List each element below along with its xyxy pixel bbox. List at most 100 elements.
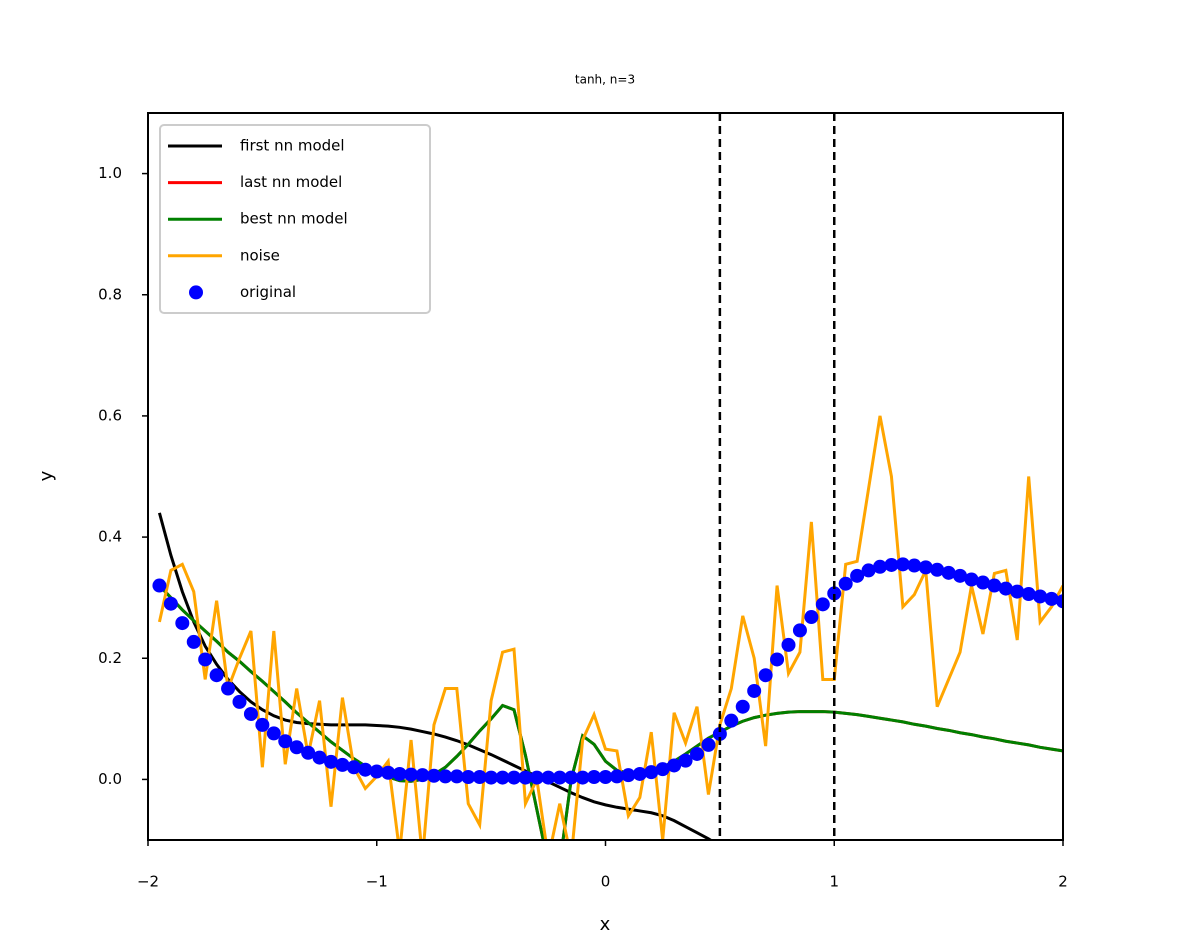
x-tick-label: 0 <box>601 873 611 891</box>
y-tick-label: 0.2 <box>98 649 122 667</box>
chart-title: tanh, n=3 <box>575 73 635 87</box>
data-point <box>907 558 922 573</box>
data-point <box>609 769 624 784</box>
data-point <box>667 758 682 773</box>
data-point <box>884 557 899 572</box>
series-line <box>157 512 714 840</box>
x-tick-label: −2 <box>137 873 159 891</box>
data-point <box>449 769 464 784</box>
data-point <box>438 769 453 784</box>
legend-label: original <box>240 283 296 301</box>
data-point <box>804 610 819 625</box>
data-point <box>655 762 670 777</box>
y-tick-label: 0.4 <box>98 528 122 546</box>
data-point <box>529 770 544 785</box>
data-point <box>712 726 727 741</box>
data-point <box>461 769 476 784</box>
data-point <box>1010 584 1025 599</box>
data-point <box>781 637 796 652</box>
data-point <box>278 734 293 749</box>
y-axis-label: y <box>36 470 57 481</box>
data-point <box>266 726 281 741</box>
data-point <box>381 765 396 780</box>
series-line <box>157 415 1063 840</box>
legend-label: last nn model <box>240 173 342 191</box>
data-point <box>678 753 693 768</box>
data-point <box>964 572 979 587</box>
data-point <box>690 746 704 761</box>
x-tick-label: 2 <box>1058 873 1068 891</box>
legend-marker <box>189 285 203 300</box>
y-tick-label: 0.6 <box>98 406 122 424</box>
x-tick-label: −1 <box>366 873 388 891</box>
data-point <box>152 578 167 593</box>
data-point <box>221 681 236 696</box>
data-point <box>998 581 1013 596</box>
data-point <box>1021 587 1036 602</box>
data-point <box>873 559 887 574</box>
data-point <box>552 770 567 785</box>
data-point <box>518 770 533 785</box>
data-point <box>632 766 647 781</box>
data-point <box>701 737 716 752</box>
data-point <box>1033 589 1048 604</box>
data-point <box>827 586 842 601</box>
plot-area <box>152 113 1063 840</box>
data-point <box>426 768 441 783</box>
data-point <box>941 565 956 580</box>
y-tick-label: 0.8 <box>98 285 122 303</box>
data-point <box>815 597 830 612</box>
data-point <box>415 768 430 783</box>
plot-frame <box>147 112 1064 841</box>
data-point <box>358 762 373 777</box>
data-point <box>1056 594 1063 609</box>
data-point <box>792 623 807 638</box>
data-point <box>209 668 224 683</box>
data-point <box>930 562 945 577</box>
x-tick-label: 1 <box>829 873 839 891</box>
data-point <box>758 668 773 683</box>
data-point <box>232 694 247 709</box>
series-line <box>158 584 1063 840</box>
data-point <box>987 578 1002 593</box>
data-point <box>163 596 178 611</box>
data-point <box>369 764 384 779</box>
data-point <box>575 770 590 785</box>
y-tick-label: 0.0 <box>98 770 122 788</box>
data-point <box>507 770 521 785</box>
data-point <box>495 770 510 785</box>
data-point <box>186 634 201 649</box>
data-point <box>324 754 338 769</box>
data-point <box>975 575 990 590</box>
data-point <box>770 652 785 667</box>
data-point <box>838 576 853 591</box>
data-point <box>335 757 350 772</box>
data-point <box>850 568 865 583</box>
data-point <box>198 652 213 667</box>
data-point <box>175 616 190 631</box>
legend-label: best nn model <box>240 210 348 228</box>
data-point <box>724 713 739 728</box>
data-point <box>472 769 487 784</box>
data-point <box>404 767 419 782</box>
data-point <box>392 766 407 781</box>
data-point <box>621 768 636 783</box>
legend-label: noise <box>240 246 280 264</box>
data-point <box>484 770 499 785</box>
legend-box <box>159 124 431 314</box>
data-point <box>895 557 910 572</box>
data-point <box>541 770 556 785</box>
data-point <box>289 740 304 755</box>
y-tick-label: 1.0 <box>98 164 122 182</box>
series-line <box>158 584 1063 840</box>
data-point <box>747 683 762 698</box>
data-point <box>346 760 361 775</box>
data-point <box>918 560 933 575</box>
legend-label: first nn model <box>240 137 345 155</box>
x-axis-label: x <box>600 914 611 935</box>
data-point <box>564 770 579 785</box>
data-point <box>598 769 613 784</box>
data-point <box>301 745 316 760</box>
data-point <box>644 765 659 780</box>
